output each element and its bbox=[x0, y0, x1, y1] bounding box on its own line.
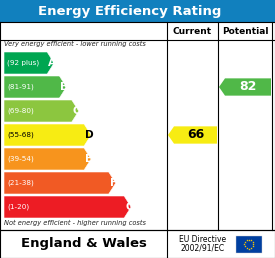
Polygon shape bbox=[4, 100, 79, 122]
Polygon shape bbox=[219, 78, 271, 96]
Text: (39-54): (39-54) bbox=[7, 156, 34, 162]
Polygon shape bbox=[4, 196, 131, 218]
Text: (1-20): (1-20) bbox=[7, 204, 29, 210]
Polygon shape bbox=[4, 148, 91, 170]
Text: G: G bbox=[125, 202, 134, 212]
Bar bbox=[0, 0, 275, 22]
Polygon shape bbox=[4, 124, 91, 146]
Text: Very energy efficient - lower running costs: Very energy efficient - lower running co… bbox=[4, 41, 146, 47]
Text: (55-68): (55-68) bbox=[7, 132, 34, 138]
Text: England & Wales: England & Wales bbox=[21, 238, 146, 251]
Text: (69-80): (69-80) bbox=[7, 108, 34, 114]
Text: Current: Current bbox=[173, 27, 212, 36]
Bar bbox=[236, 236, 262, 253]
Text: D: D bbox=[85, 130, 94, 140]
Text: 2002/91/EC: 2002/91/EC bbox=[180, 244, 225, 253]
Text: E: E bbox=[85, 154, 92, 164]
Polygon shape bbox=[4, 52, 54, 74]
Polygon shape bbox=[4, 172, 116, 194]
Polygon shape bbox=[4, 76, 67, 98]
Text: (92 plus): (92 plus) bbox=[7, 60, 39, 66]
Text: C: C bbox=[73, 106, 80, 116]
Text: B: B bbox=[60, 82, 68, 92]
Text: 82: 82 bbox=[239, 80, 257, 93]
Text: Energy Efficiency Rating: Energy Efficiency Rating bbox=[38, 4, 221, 18]
Text: (81-91): (81-91) bbox=[7, 84, 34, 90]
Text: F: F bbox=[110, 178, 117, 188]
Text: (21-38): (21-38) bbox=[7, 180, 34, 186]
Text: Not energy efficient - higher running costs: Not energy efficient - higher running co… bbox=[4, 220, 146, 226]
Polygon shape bbox=[168, 126, 217, 144]
Text: EU Directive: EU Directive bbox=[179, 236, 226, 245]
Text: A: A bbox=[48, 58, 56, 68]
Text: 66: 66 bbox=[187, 128, 204, 141]
Text: Potential: Potential bbox=[222, 27, 268, 36]
